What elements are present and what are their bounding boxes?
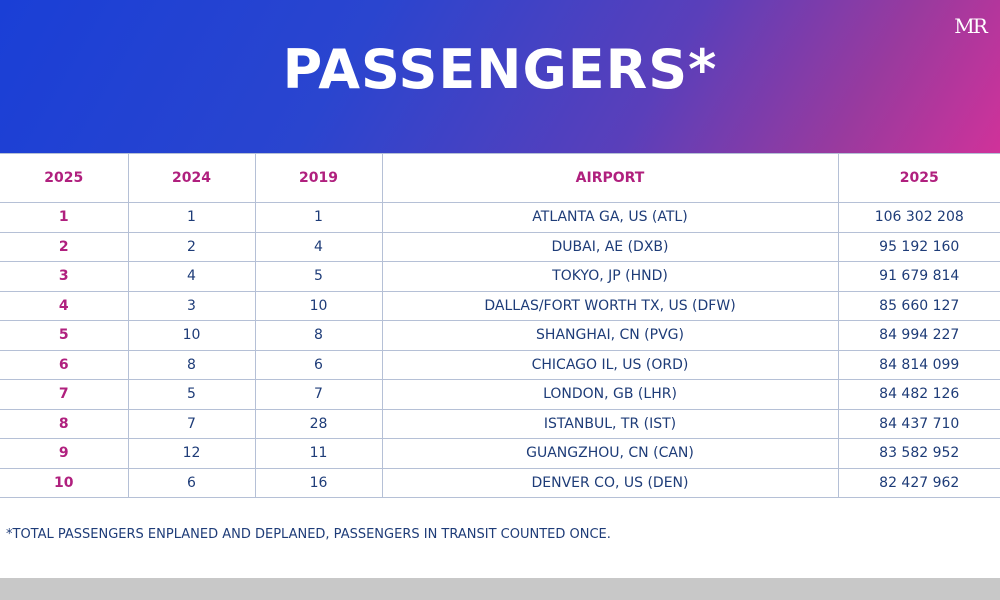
rank-2024-cell: 12 <box>127 438 256 469</box>
passengers-2025-cell: 84 814 099 <box>837 349 1000 380</box>
passengers-2025-cell: 95 192 160 <box>837 231 1000 262</box>
header-banner: PASSENGERS* MR <box>0 0 1000 153</box>
rank-2025-cell: 6 <box>0 349 129 380</box>
rank-2025-cell: 5 <box>0 320 129 351</box>
airport-cell: LONDON, GB (LHR) <box>381 379 839 410</box>
rank-2025-cell: 3 <box>0 261 129 292</box>
rank-2024-cell: 6 <box>127 467 256 498</box>
airport-cell: ATLANTA GA, US (ATL) <box>381 202 839 233</box>
column-header: 2024 <box>127 153 256 203</box>
rank-2019-cell: 7 <box>254 379 383 410</box>
rank-2024-cell: 2 <box>127 231 256 262</box>
rank-2025-cell: 9 <box>0 438 129 469</box>
airport-cell: DALLAS/FORT WORTH TX, US (DFW) <box>381 290 839 321</box>
table-header-row: 2025 2024 2019 AIRPORT 2025 <box>0 153 1000 203</box>
table-body: 1 1 1 ATLANTA GA, US (ATL) 106 302 208 2 2 4 DUB… <box>0 202 1000 498</box>
table-row: 10 6 16 DENVER CO, US (DEN) 82 427 962 <box>0 467 1000 498</box>
rank-2019-cell: 10 <box>254 290 383 321</box>
rank-2025-cell: 1 <box>0 202 129 233</box>
rank-2024-cell: 1 <box>127 202 256 233</box>
column-header: 2019 <box>254 153 383 203</box>
table-row: 8 7 28 ISTANBUL, TR (IST) 84 437 710 <box>0 408 1000 439</box>
rank-2025-cell: 7 <box>0 379 129 410</box>
column-header: 2025 <box>0 153 129 203</box>
rank-2024-cell: 10 <box>127 320 256 351</box>
footnote: *TOTAL PASSENGERS ENPLANED AND DEPLANED,… <box>6 527 611 542</box>
rank-2019-cell: 4 <box>254 231 383 262</box>
airport-cell: SHANGHAI, CN (PVG) <box>381 320 839 351</box>
rank-2019-cell: 16 <box>254 467 383 498</box>
rank-2025-cell: 8 <box>0 408 129 439</box>
rank-2019-cell: 11 <box>254 438 383 469</box>
table-row: 9 12 11 GUANGZHOU, CN (CAN) 83 582 952 <box>0 438 1000 469</box>
ranking-table-container: 2025 2024 2019 AIRPORT 2025 1 1 1 ATLANTA G… <box>0 153 1000 498</box>
passengers-2025-cell: 91 679 814 <box>837 261 1000 292</box>
rank-2024-cell: 8 <box>127 349 256 380</box>
airport-cell: TOKYO, JP (HND) <box>381 261 839 292</box>
airport-cell: DENVER CO, US (DEN) <box>381 467 839 498</box>
passengers-2025-cell: 83 582 952 <box>837 438 1000 469</box>
passengers-2025-cell: 82 427 962 <box>837 467 1000 498</box>
passengers-2025-cell: 84 437 710 <box>837 408 1000 439</box>
airport-cell: ISTANBUL, TR (IST) <box>381 408 839 439</box>
table-row: 4 3 10 DALLAS/FORT WORTH TX, US (DFW) 85 660… <box>0 290 1000 321</box>
passengers-2025-cell: 84 994 227 <box>837 320 1000 351</box>
rank-2024-cell: 5 <box>127 379 256 410</box>
rank-2025-cell: 4 <box>0 290 129 321</box>
rank-2019-cell: 5 <box>254 261 383 292</box>
airport-cell: DUBAI, AE (DXB) <box>381 231 839 262</box>
column-header: AIRPORT <box>381 153 839 203</box>
rank-2019-cell: 8 <box>254 320 383 351</box>
ranking-table: 2025 2024 2019 AIRPORT 2025 1 1 1 ATLANTA G… <box>0 153 1000 498</box>
rank-2019-cell: 28 <box>254 408 383 439</box>
table-row: 7 5 7 LONDON, GB (LHR) 84 482 126 <box>0 379 1000 410</box>
passengers-2025-cell: 84 482 126 <box>837 379 1000 410</box>
table-row: 6 8 6 CHICAGO IL, US (ORD) 84 814 099 <box>0 349 1000 380</box>
airport-cell: GUANGZHOU, CN (CAN) <box>381 438 839 469</box>
rank-2024-cell: 4 <box>127 261 256 292</box>
rank-2025-cell: 2 <box>0 231 129 262</box>
rank-2019-cell: 1 <box>254 202 383 233</box>
table-row: 2 2 4 DUBAI, AE (DXB) 95 192 160 <box>0 231 1000 262</box>
table-row: 3 4 5 TOKYO, JP (HND) 91 679 814 <box>0 261 1000 292</box>
rank-2025-cell: 10 <box>0 467 129 498</box>
bottom-bar <box>0 578 1000 600</box>
mr-logo: MR <box>954 14 988 38</box>
page-title: PASSENGERS* <box>282 38 718 101</box>
passengers-2025-cell: 106 302 208 <box>837 202 1000 233</box>
rank-2024-cell: 7 <box>127 408 256 439</box>
airport-cell: CHICAGO IL, US (ORD) <box>381 349 839 380</box>
passengers-2025-cell: 85 660 127 <box>837 290 1000 321</box>
rank-2024-cell: 3 <box>127 290 256 321</box>
rank-2019-cell: 6 <box>254 349 383 380</box>
table-row: 5 10 8 SHANGHAI, CN (PVG) 84 994 227 <box>0 320 1000 351</box>
column-header: 2025 <box>837 153 1000 203</box>
table-row: 1 1 1 ATLANTA GA, US (ATL) 106 302 208 <box>0 202 1000 233</box>
